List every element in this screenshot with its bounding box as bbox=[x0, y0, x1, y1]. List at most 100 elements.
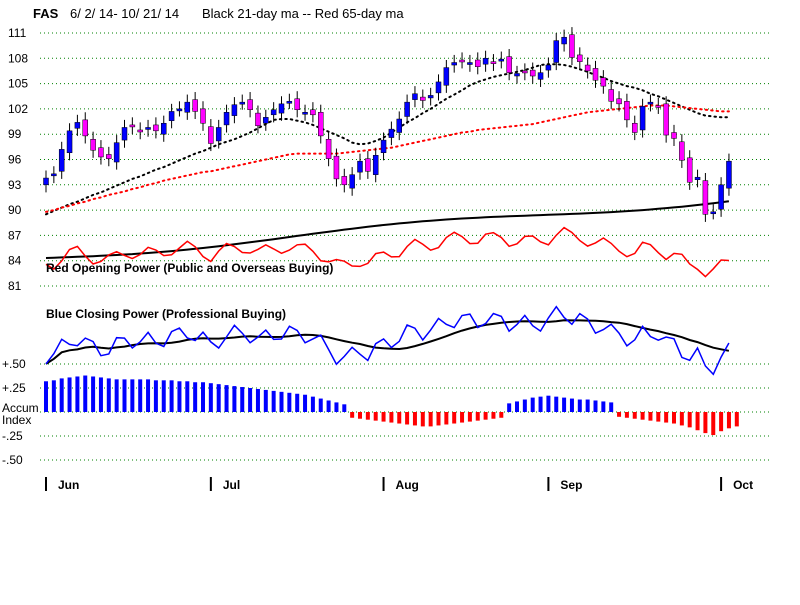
accum-bar bbox=[687, 412, 692, 428]
month-axis: Jun Jul Aug Sep Oct bbox=[45, 477, 753, 492]
candle-body bbox=[302, 112, 308, 115]
accum-bar bbox=[373, 412, 378, 421]
closing-power-area bbox=[45, 305, 730, 376]
accum-bar bbox=[98, 377, 103, 412]
accum-bar bbox=[491, 412, 496, 419]
candle-body bbox=[616, 98, 622, 105]
candle-body bbox=[90, 139, 96, 151]
candle-body bbox=[435, 81, 442, 94]
accum-bar bbox=[562, 397, 567, 412]
candle-body bbox=[537, 72, 544, 80]
candle-body bbox=[270, 109, 277, 116]
accum-bar bbox=[460, 412, 465, 423]
accum-bar bbox=[554, 396, 559, 412]
candle-body bbox=[545, 64, 552, 71]
accum-bar bbox=[248, 388, 253, 412]
candle-body bbox=[718, 184, 724, 210]
accum-bar bbox=[640, 412, 645, 420]
candle-body bbox=[584, 64, 591, 72]
accum-bar bbox=[114, 379, 119, 412]
candle-body bbox=[294, 98, 300, 110]
candle-body bbox=[357, 160, 363, 173]
candle-body bbox=[43, 177, 49, 186]
accum-tick-label: Accum bbox=[2, 401, 39, 415]
candle-body bbox=[412, 93, 418, 100]
accum-bar bbox=[224, 385, 229, 412]
accum-bar bbox=[601, 401, 606, 412]
candle-body bbox=[467, 62, 473, 65]
candle-body bbox=[490, 61, 497, 64]
candle-body bbox=[137, 129, 143, 133]
accum-bar bbox=[381, 412, 386, 422]
accum-bar bbox=[420, 412, 425, 427]
accum-bar bbox=[530, 397, 535, 412]
month-label: Jun bbox=[58, 478, 79, 492]
candle-body bbox=[161, 122, 167, 135]
candle-body bbox=[98, 147, 104, 158]
accum-bar bbox=[726, 412, 731, 429]
accum-bar bbox=[444, 412, 449, 425]
accum-bar bbox=[287, 392, 292, 412]
candle-body bbox=[380, 139, 387, 154]
accum-bar bbox=[522, 399, 527, 412]
accum-bar bbox=[734, 412, 739, 427]
accum-bar bbox=[538, 396, 543, 412]
month-label: Jul bbox=[223, 478, 240, 492]
accum-tick-label: +.25 bbox=[2, 381, 26, 395]
candle-body bbox=[231, 104, 238, 116]
y-tick-label: 99 bbox=[8, 127, 22, 141]
candle-body bbox=[74, 122, 81, 129]
candle-body bbox=[129, 124, 136, 128]
candle-body bbox=[106, 154, 112, 159]
chart-date-range: 6/ 2/ 14- 10/ 21/ 14 bbox=[70, 6, 179, 21]
candle-body bbox=[200, 108, 206, 124]
candle-body bbox=[121, 127, 128, 141]
accum-bar bbox=[703, 412, 708, 434]
accum-bar bbox=[342, 404, 347, 412]
candle-body bbox=[215, 127, 222, 142]
candle-body bbox=[310, 109, 316, 116]
accum-bar bbox=[624, 412, 629, 418]
candle-body bbox=[726, 160, 732, 189]
accum-bar bbox=[303, 394, 308, 412]
accum-bar bbox=[201, 382, 205, 412]
accum-bar bbox=[483, 412, 488, 420]
candle-body bbox=[624, 101, 630, 121]
chart-ma-note: Black 21-day ma -- Red 65-day ma bbox=[202, 6, 404, 21]
accum-bar bbox=[358, 412, 362, 419]
candle-body bbox=[451, 62, 457, 66]
candle-body bbox=[592, 68, 599, 81]
accum-bar bbox=[106, 378, 111, 412]
accum-bar bbox=[216, 384, 221, 412]
accum-bar bbox=[153, 380, 158, 412]
accum-bar bbox=[515, 401, 519, 412]
accum-tick-label: -.25 bbox=[2, 429, 23, 443]
candle-body bbox=[694, 176, 701, 180]
candle-body bbox=[192, 99, 198, 112]
ma21-line bbox=[45, 63, 730, 216]
accum-bar bbox=[389, 412, 394, 423]
candle-body bbox=[459, 59, 465, 63]
candle-body bbox=[325, 139, 332, 159]
accum-bar bbox=[672, 412, 676, 424]
accum-bar bbox=[617, 412, 622, 417]
candle-body bbox=[223, 112, 230, 126]
accum-bar bbox=[138, 379, 143, 412]
candle-body bbox=[686, 157, 693, 183]
accum-bar bbox=[318, 398, 323, 412]
candle-body bbox=[577, 54, 583, 62]
candle-body bbox=[482, 58, 489, 65]
candle-body bbox=[679, 141, 685, 161]
accum-bar bbox=[208, 383, 213, 412]
candle-body bbox=[113, 142, 120, 163]
moving-averages bbox=[45, 63, 730, 216]
month-label: Oct bbox=[733, 478, 753, 492]
ma65-line bbox=[45, 104, 730, 213]
candle-body bbox=[710, 211, 716, 215]
accum-bar bbox=[161, 380, 166, 412]
closing-power-ma-line bbox=[45, 319, 730, 365]
accum-bar bbox=[365, 412, 370, 420]
opening-power-line bbox=[45, 226, 729, 278]
